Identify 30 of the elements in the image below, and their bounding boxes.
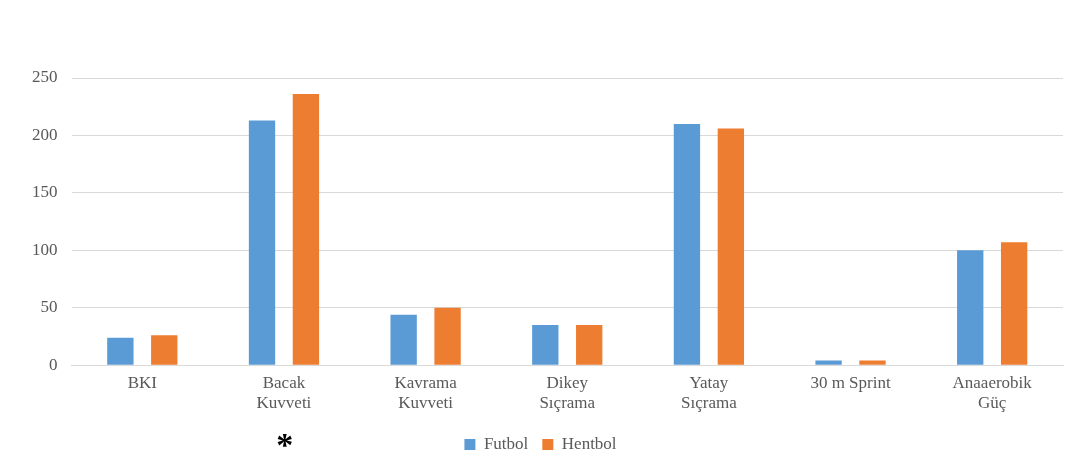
bar <box>859 360 886 365</box>
bar <box>815 360 842 365</box>
y-tick-label: 50 <box>40 297 58 317</box>
bar <box>1000 242 1028 365</box>
bar <box>390 314 417 365</box>
x-tick-label: 30 m Sprint <box>810 372 891 392</box>
y-tick-label: 150 <box>32 182 58 202</box>
bar <box>151 335 178 365</box>
bar <box>248 120 276 365</box>
bar <box>292 94 320 365</box>
legend-label: Hentbol <box>561 433 617 453</box>
x-tick-label: BKI <box>127 372 158 392</box>
bar <box>717 128 745 365</box>
bar <box>434 307 461 365</box>
bar <box>107 337 134 365</box>
x-tick-label: Kavrama Kuvveti <box>394 372 458 413</box>
y-tick-label: 250 <box>32 67 58 87</box>
x-tick-label: Bacak Kuvveti <box>256 372 312 413</box>
x-tick-label: Anaaerobik Güç <box>952 372 1033 413</box>
legend-label: Futbol <box>483 433 529 453</box>
bar <box>957 250 984 365</box>
bar <box>576 324 603 365</box>
bar <box>673 123 701 365</box>
bar <box>532 324 559 365</box>
text: * <box>276 425 294 463</box>
y-tick-label: 0 <box>49 354 58 374</box>
x-tick-label: Dikey Sıçrama <box>539 372 596 413</box>
y-tick-label: 200 <box>32 124 58 144</box>
y-tick-label: 100 <box>32 239 58 259</box>
x-tick-label: Yatay Sıçrama <box>681 372 738 413</box>
